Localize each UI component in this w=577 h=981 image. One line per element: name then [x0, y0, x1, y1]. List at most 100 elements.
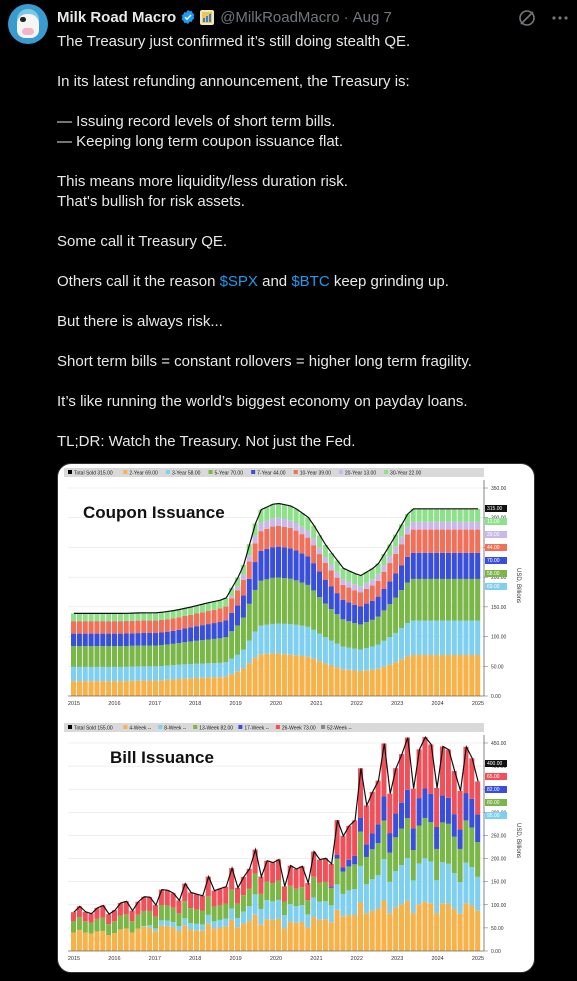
- bar-segment: [346, 890, 352, 915]
- bar-segment: [194, 909, 200, 924]
- bar-segment: [223, 926, 229, 951]
- bar-segment: [328, 552, 334, 565]
- bar-segment: [381, 796, 387, 821]
- bar-segment: [463, 903, 469, 951]
- bar-segment: [445, 552, 451, 579]
- bar-segment: [117, 666, 123, 682]
- bar-segment: [112, 921, 118, 934]
- bar-segment: [434, 913, 440, 951]
- bar-segment: [205, 602, 211, 612]
- bar-segment: [404, 556, 410, 583]
- display-name[interactable]: Milk Road Macro: [57, 8, 177, 26]
- cashtag-spx-link[interactable]: $SPX: [219, 273, 258, 290]
- bar-segment: [82, 932, 88, 951]
- post-date[interactable]: Aug 7: [352, 8, 392, 26]
- x-tick-label: 2019: [229, 701, 241, 707]
- tweet-paragraph: But there is always risk...: [57, 313, 223, 330]
- bar-segment: [434, 521, 440, 530]
- bar-segment: [199, 930, 205, 951]
- bar-segment: [352, 820, 358, 856]
- bar-segment: [305, 530, 311, 538]
- bar-segment: [164, 631, 170, 645]
- bar-segment: [258, 550, 264, 581]
- bar-segment: [135, 612, 141, 621]
- bar-segment: [334, 820, 340, 856]
- bar-segment: [399, 524, 405, 537]
- bar-segment: [434, 620, 440, 655]
- bar-segment: [434, 880, 440, 914]
- bar-segment: [153, 680, 159, 696]
- bar-segment: [399, 659, 405, 696]
- bar-segment: [164, 665, 170, 680]
- bar-segment: [88, 633, 94, 647]
- bar-segment: [153, 928, 159, 932]
- chart-title: Coupon Issuance: [83, 503, 225, 522]
- bar-segment: [311, 851, 317, 877]
- grok-icon[interactable]: [517, 8, 537, 28]
- bar-segment: [176, 926, 182, 931]
- bar-segment: [434, 654, 440, 696]
- x-tick-label: 2017: [149, 956, 161, 962]
- cashtag-btc-link[interactable]: $BTC: [291, 273, 330, 290]
- last-value-tag: [485, 583, 507, 590]
- bar-segment: [170, 618, 176, 631]
- bar-segment: [164, 905, 170, 921]
- x-tick-label: 2021: [310, 701, 322, 707]
- bar-segment: [82, 633, 88, 647]
- bar-segment: [258, 654, 264, 696]
- bar-segment: [322, 637, 328, 664]
- more-icon[interactable]: [551, 9, 569, 27]
- bar-segment: [176, 930, 182, 951]
- bar-segment: [158, 925, 164, 951]
- bar-segment: [287, 654, 293, 696]
- bar-segment: [334, 571, 340, 578]
- bar-segment: [252, 535, 258, 544]
- bar-segment: [475, 521, 481, 530]
- bar-segment: [205, 624, 211, 640]
- last-value-tag: [485, 786, 507, 793]
- bar-segment: [410, 578, 416, 621]
- y-tick-label: 100.00: [491, 635, 507, 641]
- bar-segment: [270, 504, 276, 519]
- bar-segment: [317, 859, 323, 883]
- bar-segment: [404, 534, 410, 557]
- bar-segment: [393, 632, 399, 663]
- bar-segment: [211, 609, 217, 624]
- bar-segment: [293, 624, 299, 656]
- tweet-media-image[interactable]: Total Sold 315.00 2-Year 69.00 3-Year 58.0…: [57, 463, 535, 973]
- bar-segment: [428, 508, 434, 522]
- tweet-paragraph: This means more liquidity/less duration …: [57, 173, 348, 210]
- legend-swatch: [238, 725, 243, 729]
- bar-segment: [334, 855, 340, 859]
- bar-segment: [211, 890, 217, 907]
- bar-segment: [346, 669, 352, 696]
- bar-segment: [422, 788, 428, 818]
- bar-segment: [358, 831, 364, 866]
- bar-segment: [358, 817, 364, 832]
- bar-segment: [176, 913, 182, 927]
- bar-segment: [375, 574, 381, 581]
- verified-badge-icon: [181, 10, 195, 24]
- bar-segment: [393, 871, 399, 908]
- bar-segment: [381, 565, 387, 572]
- bar-segment: [369, 585, 375, 601]
- bar-segment: [217, 677, 223, 696]
- bar-segment: [410, 620, 416, 655]
- bar-segment: [445, 521, 451, 530]
- bar-segment: [334, 909, 340, 951]
- avatar[interactable]: [8, 4, 48, 44]
- bar-segment: [428, 903, 434, 951]
- bar-segment: [422, 858, 428, 902]
- bar-segment: [129, 620, 135, 634]
- bar-segment: [340, 646, 346, 670]
- bar-segment: [317, 554, 323, 572]
- bar-segment: [422, 521, 428, 530]
- bar-segment: [76, 906, 82, 918]
- bar-segment: [211, 623, 217, 639]
- bar-segment: [469, 620, 475, 655]
- bar-segment: [299, 866, 305, 888]
- bar-segment: [194, 930, 200, 951]
- handle[interactable]: @MilkRoadMacro: [220, 8, 340, 26]
- bar-segment: [276, 577, 282, 624]
- bar-segment: [217, 919, 223, 928]
